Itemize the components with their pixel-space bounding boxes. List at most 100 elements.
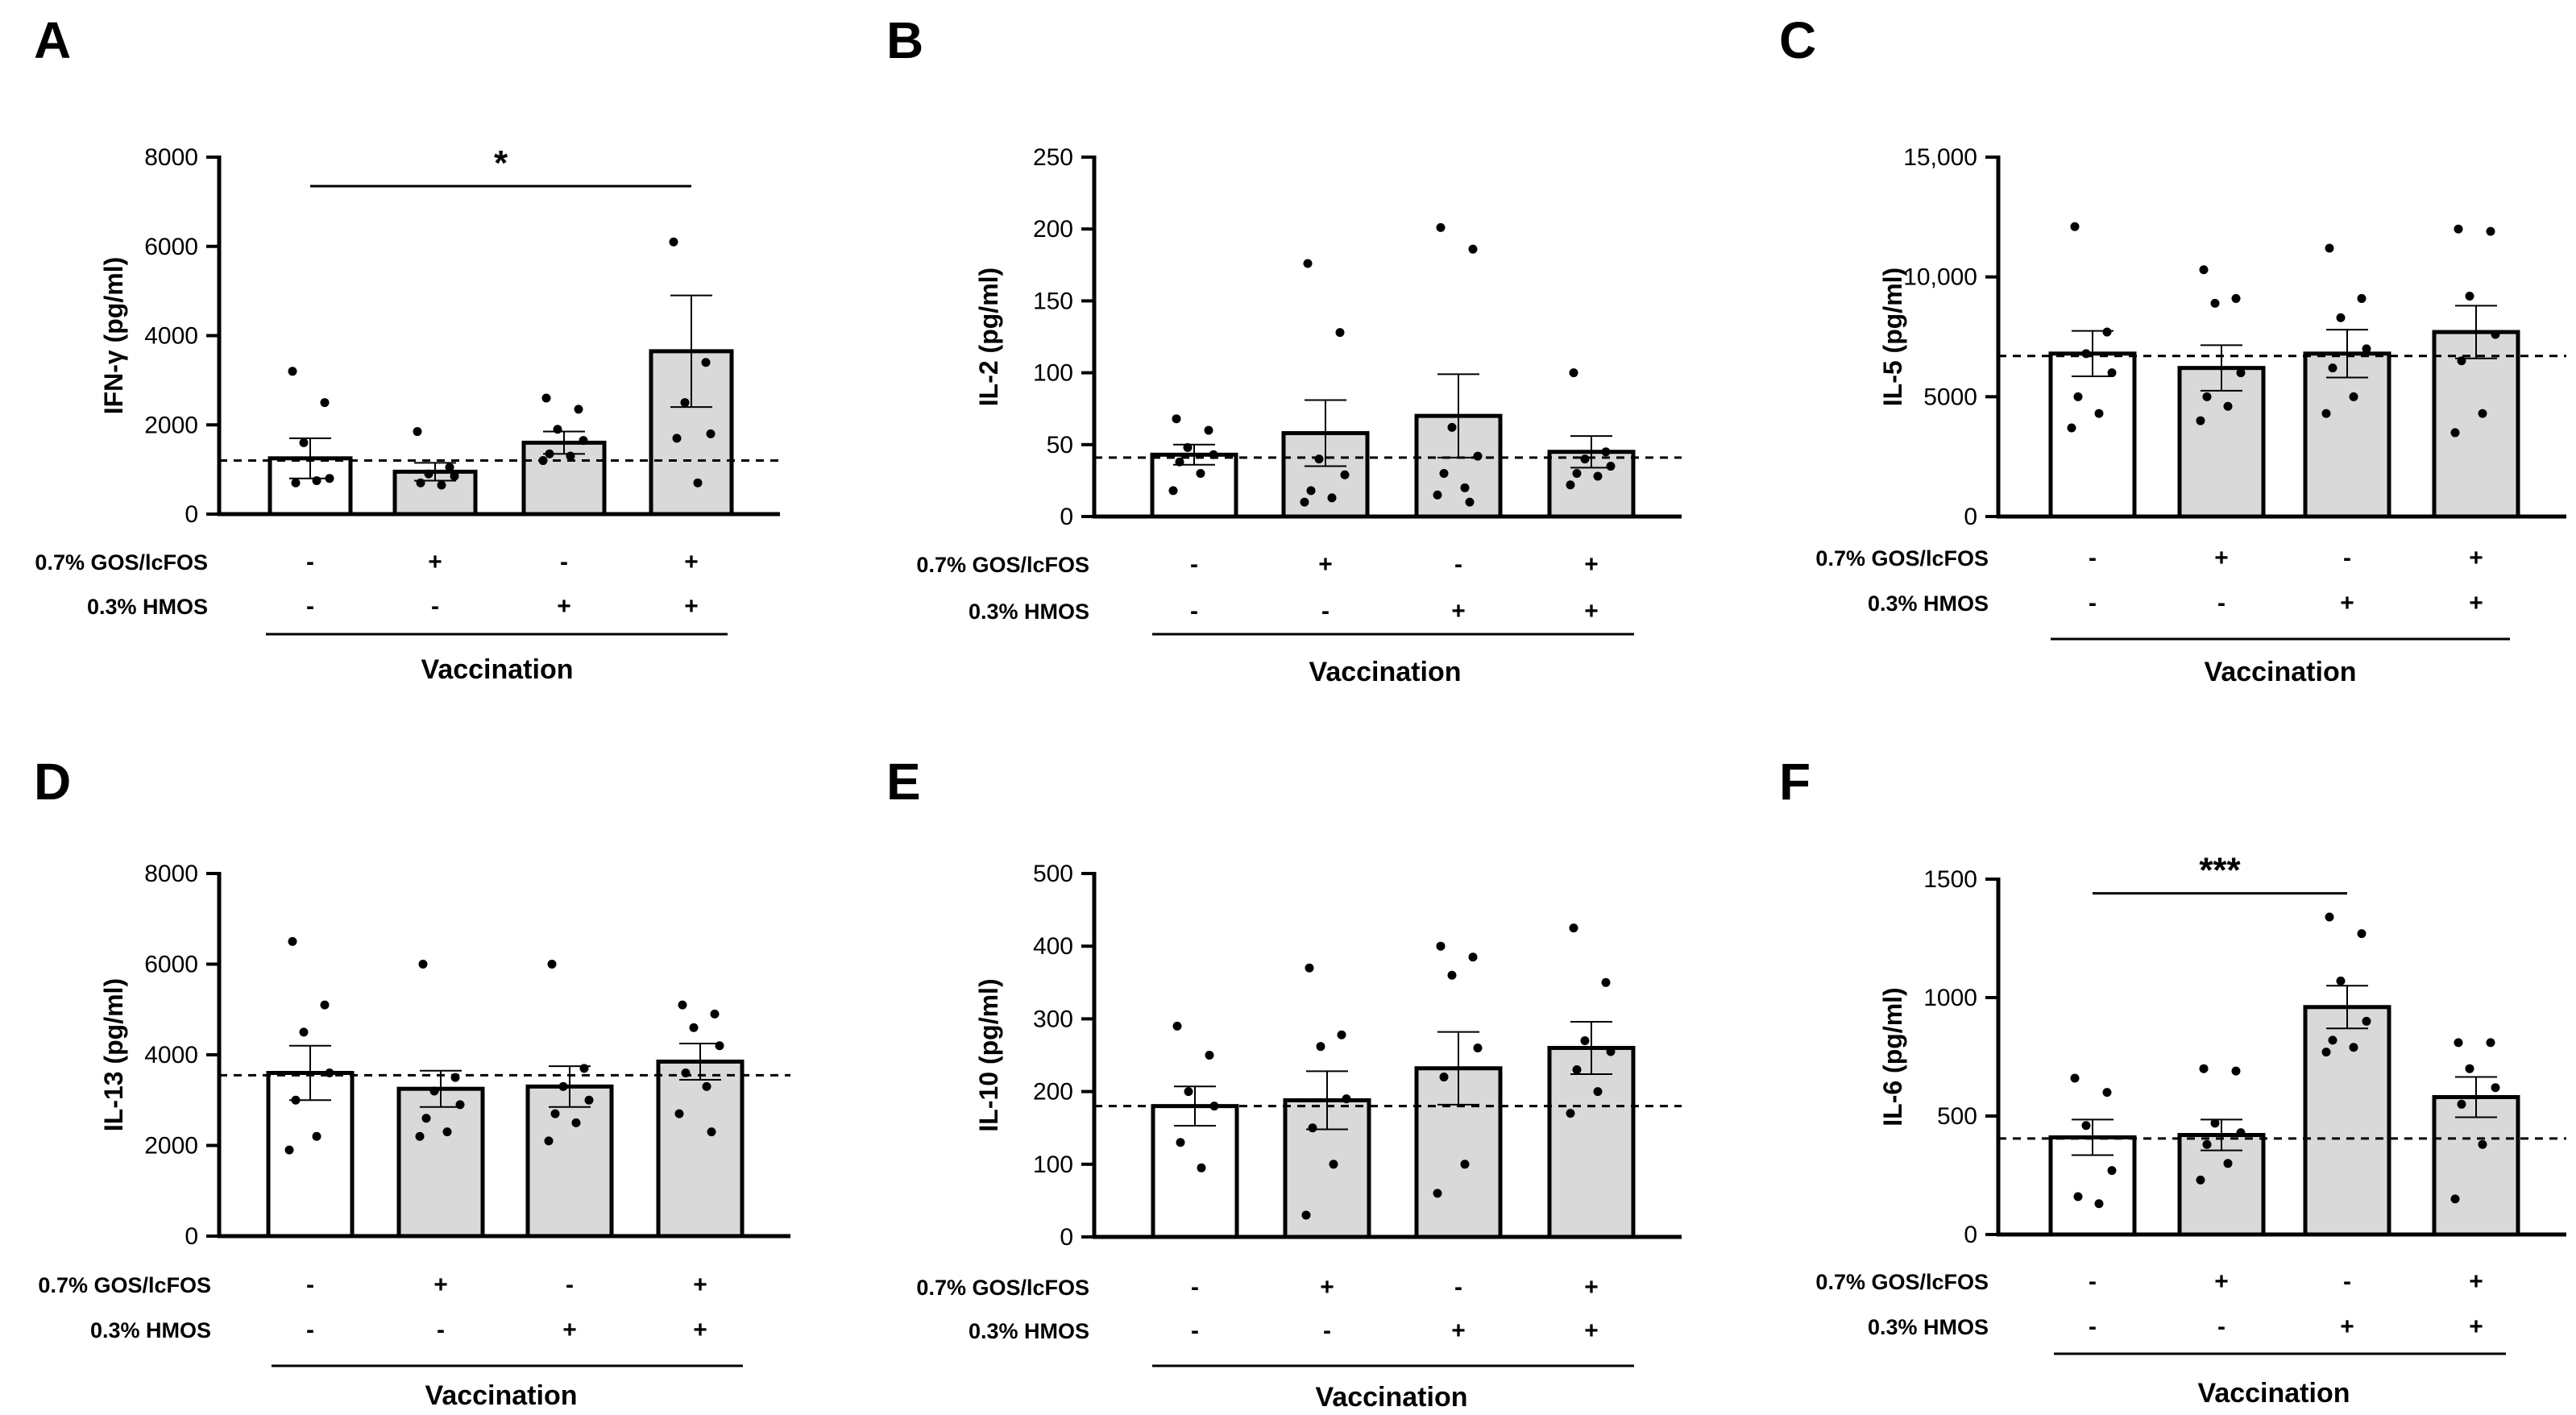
row-label-hmos: 0.3% HMOS [1868, 591, 1989, 616]
data-point [1176, 1138, 1185, 1147]
panel-letter: E [886, 753, 921, 811]
y-tick-label: 2000 [144, 412, 198, 438]
data-point [418, 960, 428, 969]
data-point [2486, 226, 2495, 236]
hmos-sign: + [557, 593, 571, 620]
data-point [284, 1145, 294, 1155]
data-point [710, 1009, 720, 1019]
hmos-sign: - [437, 1317, 445, 1343]
hmos-sign: + [2340, 590, 2354, 616]
y-tick-label: 400 [1033, 933, 1073, 960]
bar [2177, 366, 2266, 519]
gos-sign: + [2214, 1268, 2229, 1295]
hmos-sign: + [693, 1317, 707, 1343]
y-tick-label: 1500 [1923, 866, 1977, 893]
data-point [1460, 483, 1470, 492]
data-point [2325, 912, 2334, 922]
data-point [1306, 486, 1316, 496]
panel-letter: C [1779, 11, 1816, 69]
data-point [701, 358, 711, 367]
data-point [2357, 293, 2367, 303]
hmos-sign: - [1323, 1317, 1331, 1344]
data-point [2102, 1088, 2112, 1098]
data-point [421, 1114, 431, 1123]
gos-sign: - [1191, 1274, 1199, 1301]
data-point [2325, 243, 2334, 253]
gos-sign: - [1454, 1274, 1462, 1301]
data-point [566, 451, 575, 461]
data-point [2491, 330, 2500, 339]
data-point [1329, 1160, 1338, 1169]
data-point [1342, 1094, 1351, 1104]
row-label-gos: 0.7% GOS/lcFOS [916, 1276, 1089, 1300]
data-point [2081, 1121, 2091, 1131]
data-point [415, 1131, 425, 1141]
data-point [2231, 1066, 2241, 1076]
y-axis-title: IL-13 (pg/ml) [99, 978, 128, 1131]
data-point [1468, 244, 1478, 254]
data-point [1175, 457, 1184, 467]
hmos-sign: - [1191, 1317, 1199, 1344]
hmos-sign: - [306, 593, 314, 620]
y-tick-label: 4000 [144, 1042, 198, 1069]
data-point [1460, 1160, 1470, 1169]
gos-sign: - [2089, 545, 2097, 571]
data-point [1205, 1051, 1214, 1060]
data-point [1305, 963, 1314, 973]
bar [2048, 351, 2137, 519]
significance-label: * [494, 143, 508, 183]
data-point [2328, 363, 2337, 373]
bar [525, 1084, 614, 1239]
data-point [2070, 1073, 2080, 1083]
hmos-sign: + [1584, 1317, 1599, 1344]
bar [396, 1086, 485, 1239]
gos-sign: + [433, 1272, 448, 1298]
data-point [2465, 1064, 2474, 1073]
panel-c: C 0 5000 10,000 15,000 IL-5 (pg/ml) 0.7% GOS/l… [1779, 11, 2566, 687]
data-point [707, 1127, 716, 1137]
data-point [1172, 1021, 1182, 1031]
data-point [1308, 1123, 1317, 1133]
gos-sign: - [566, 1272, 574, 1298]
data-point [2336, 313, 2346, 322]
data-point [1168, 486, 1178, 496]
hmos-sign: - [2089, 590, 2097, 616]
bar [2432, 330, 2520, 519]
data-point [541, 393, 551, 403]
data-point [2210, 298, 2220, 308]
data-point [1473, 451, 1483, 461]
data-point [413, 427, 422, 437]
gos-sign: + [684, 549, 699, 575]
data-point [2070, 222, 2080, 231]
data-point [2094, 409, 2104, 418]
gos-sign: - [1454, 551, 1462, 578]
hmos-sign: - [306, 1317, 314, 1343]
data-point [2349, 1043, 2358, 1052]
panel-d: D 0 2000 4000 6000 8000 IL-13 (pg/ml) 0.7% GOS/… [34, 753, 790, 1411]
data-point [2210, 1118, 2220, 1128]
data-point [547, 960, 557, 969]
x-axis-title: Vaccination [421, 654, 574, 685]
gos-sign: + [2469, 1268, 2483, 1295]
y-axis-title: IL-10 (pg/ml) [974, 978, 1003, 1131]
data-point [1183, 442, 1193, 452]
data-point [2362, 344, 2371, 354]
data-point [1197, 1163, 1206, 1172]
y-tick-label: 4000 [144, 323, 198, 350]
data-point [299, 438, 309, 447]
y-tick-label: 0 [1060, 1224, 1073, 1251]
data-point [689, 1023, 699, 1032]
data-point [2491, 1083, 2500, 1093]
data-point [544, 1136, 554, 1146]
data-point [2450, 428, 2460, 438]
y-tick-label: 250 [1033, 144, 1073, 171]
hmos-sign: + [684, 593, 699, 620]
data-point [1316, 1042, 1325, 1052]
gos-sign: + [1584, 1274, 1599, 1301]
data-point [1172, 414, 1181, 424]
data-point [2223, 401, 2233, 411]
data-point [693, 478, 703, 488]
row-label-hmos: 0.3% HMOS [969, 600, 1089, 624]
data-point [2202, 1139, 2212, 1149]
data-point [2321, 1048, 2331, 1057]
